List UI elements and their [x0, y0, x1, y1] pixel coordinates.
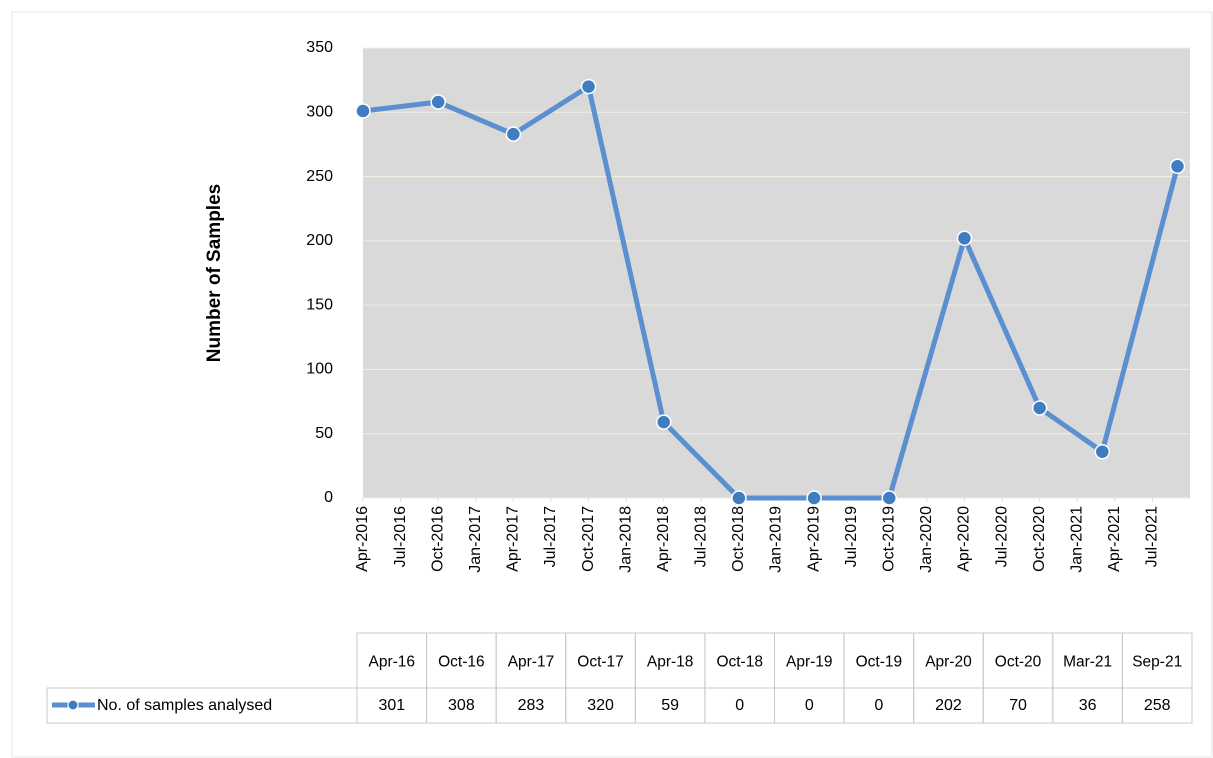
table-value: 70 — [1009, 697, 1027, 714]
table-value: 320 — [587, 697, 614, 714]
table-header: Oct-19 — [856, 654, 903, 671]
y-tick-label: 250 — [306, 168, 333, 185]
y-tick-label: 150 — [306, 296, 333, 313]
table-value: 0 — [805, 697, 814, 714]
x-tick-label: Jan-2017 — [467, 506, 484, 573]
y-tick-label: 200 — [306, 232, 333, 249]
table-header: Mar-21 — [1063, 654, 1112, 671]
data-point — [655, 414, 672, 430]
x-tick-label: Oct-2020 — [1031, 506, 1048, 572]
x-tick-label: Apr-2021 — [1106, 506, 1123, 572]
x-tick-label: Jul-2016 — [392, 506, 409, 567]
data-point — [881, 490, 898, 506]
data-point — [1094, 443, 1111, 460]
table-header: Oct-18 — [716, 654, 763, 671]
table-header: Apr-17 — [508, 654, 555, 671]
data-point — [956, 230, 973, 247]
y-tick-label: 50 — [315, 425, 333, 442]
x-tick-label: Jul-2018 — [693, 506, 710, 567]
y-tick-label: 300 — [306, 104, 333, 121]
table-value: 258 — [1144, 697, 1171, 714]
x-tick-label: Jul-2017 — [542, 506, 559, 567]
x-tick-label: Jan-2021 — [1068, 506, 1085, 573]
series-line — [362, 84, 1180, 501]
x-tick-label: Jan-2019 — [768, 506, 785, 573]
data-point — [355, 103, 371, 119]
table-header: Apr-18 — [647, 654, 694, 671]
table-value: 36 — [1079, 697, 1097, 714]
x-tick-label: Oct-2019 — [880, 506, 897, 572]
table-value: 301 — [378, 697, 405, 714]
data-point — [1169, 158, 1186, 175]
legend-label: No. of samples analysed — [97, 697, 272, 714]
x-tick-label: Oct-2016 — [429, 506, 446, 572]
x-tick-label: Jul-2019 — [843, 506, 860, 567]
x-tick-label: Jan-2020 — [918, 506, 935, 573]
table-value: 283 — [518, 697, 545, 714]
x-tick-label: Oct-2017 — [580, 506, 597, 572]
data-point — [731, 490, 747, 506]
x-tick-label: Apr-2020 — [956, 506, 973, 572]
table-value: 308 — [448, 697, 475, 714]
y-tick-label: 100 — [306, 361, 333, 378]
x-tick-label: Jan-2018 — [617, 506, 634, 573]
x-tick-label: Jul-2020 — [993, 506, 1010, 567]
table-value: 0 — [735, 697, 744, 714]
data-point — [1031, 400, 1048, 416]
y-axis-title: Number of Samples — [204, 184, 225, 362]
data-point — [430, 94, 446, 110]
x-tick-label: Oct-2018 — [730, 506, 747, 572]
plot-area — [363, 48, 1190, 498]
data-point — [505, 126, 522, 142]
x-tick-label: Apr-2016 — [354, 506, 371, 572]
data-point — [806, 490, 822, 506]
table-header: Sep-21 — [1132, 654, 1182, 671]
y-tick-label: 0 — [324, 489, 333, 506]
table-header: Oct-20 — [995, 654, 1042, 671]
data-point — [580, 78, 597, 95]
legend-marker — [67, 699, 79, 711]
y-tick-label: 350 — [306, 39, 333, 56]
table-header: Apr-20 — [925, 654, 972, 671]
table-header: Apr-19 — [786, 654, 833, 671]
x-tick-label: Jul-2021 — [1144, 506, 1161, 567]
table-value: 59 — [661, 697, 679, 714]
table-value: 0 — [874, 697, 883, 714]
x-tick-label: Apr-2017 — [505, 506, 522, 572]
table-header: Oct-17 — [577, 654, 624, 671]
table-header: Oct-16 — [438, 654, 485, 671]
table-cell — [1121, 687, 1193, 724]
table-header: Apr-16 — [369, 654, 416, 671]
table-value: 202 — [935, 697, 962, 714]
x-tick-label: Apr-2018 — [655, 506, 672, 572]
x-tick-label: Apr-2019 — [805, 506, 822, 572]
